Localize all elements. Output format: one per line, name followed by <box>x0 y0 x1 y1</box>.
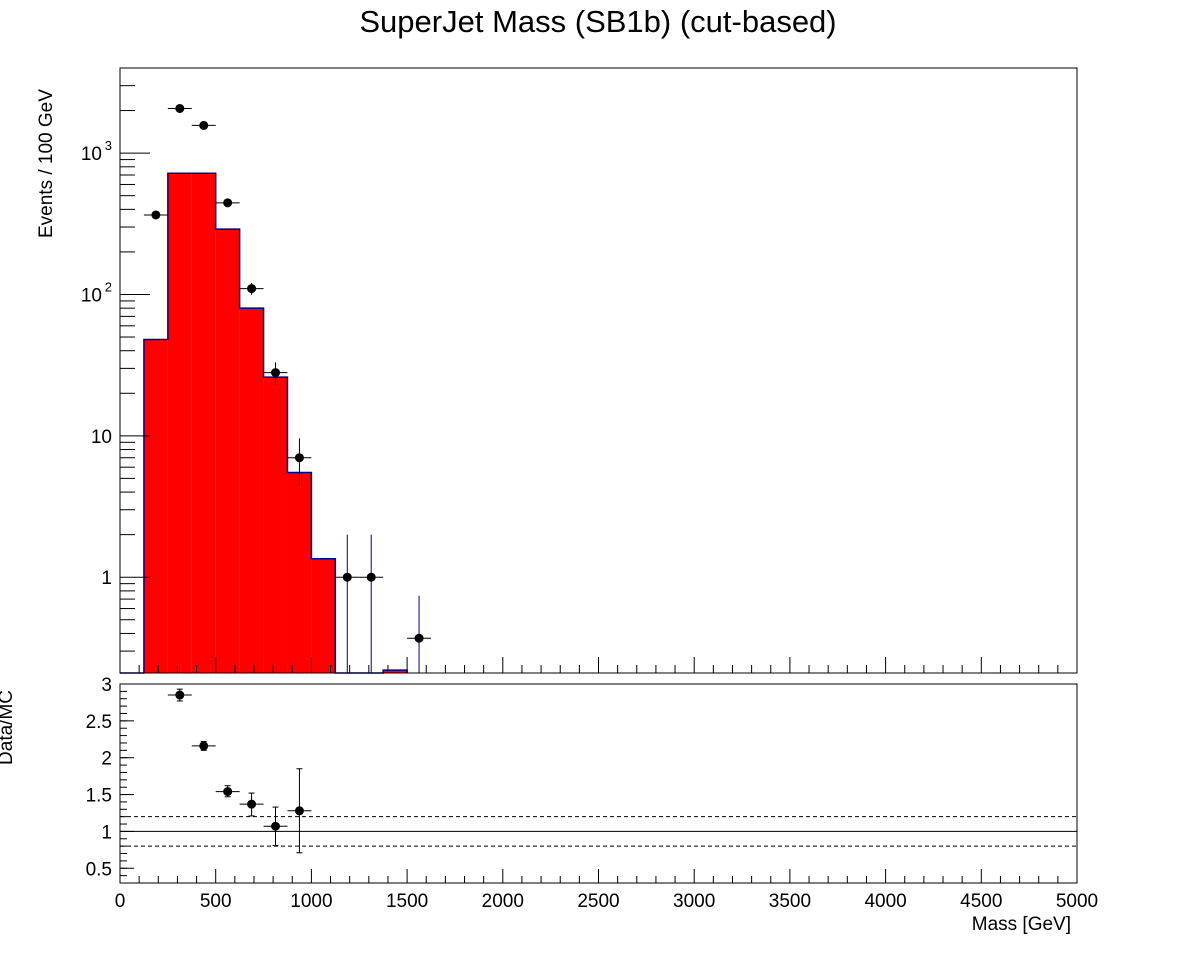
data-point <box>239 283 264 295</box>
ratio-panel: 0.5 1 1.5 2 2.5 3 0 500 1000 1500 2000 2500 3000 3500… <box>0 675 1098 935</box>
data-point-marker <box>199 120 209 130</box>
ratio-point <box>239 792 264 817</box>
ratio-y-tick-label: 2.5 <box>86 712 112 733</box>
data-point <box>359 534 384 673</box>
ratio-y-axis-title: Data/MC <box>0 690 17 765</box>
data-point <box>287 438 312 487</box>
data-point-marker <box>247 284 257 294</box>
histogram-bar <box>383 670 408 673</box>
ratio-point <box>263 806 288 846</box>
data-point <box>407 595 432 673</box>
data-points-layer <box>143 103 432 673</box>
data-point-marker <box>414 633 424 643</box>
data-point <box>143 210 168 220</box>
main-y-axis-title: Events / 100 GeV <box>36 89 57 238</box>
ratio-y-tick-label: 3 <box>101 675 112 696</box>
data-point-marker <box>271 368 281 378</box>
ratio-reference-lines <box>120 816 1077 847</box>
data-point <box>191 120 216 130</box>
ratio-y-tick-label: 1.5 <box>86 786 112 807</box>
histogram-bar <box>191 173 216 674</box>
ratio-axis-ticks: 0.5 1 1.5 2 2.5 3 0 500 1000 1500 2000 2500 3000 3500… <box>86 675 1099 912</box>
ratio-point-marker <box>223 787 233 797</box>
data-point-marker <box>151 210 161 220</box>
y-tick-exponent: 3 <box>105 138 112 153</box>
ratio-point <box>167 688 192 702</box>
histogram-bar <box>263 377 288 673</box>
x-tick-label: 2000 <box>482 891 524 912</box>
ratio-point-marker <box>294 806 304 816</box>
x-tick-label: 3500 <box>769 891 811 912</box>
data-point <box>167 103 192 113</box>
y-tick-label: 10 <box>81 285 102 306</box>
x-axis-title: Mass [GeV] <box>972 914 1071 935</box>
x-tick-label: 1500 <box>386 891 428 912</box>
data-point-marker <box>366 572 376 582</box>
x-tick-label: 0 <box>115 891 126 912</box>
ratio-points-layer <box>167 688 312 854</box>
y-tick-exponent: 2 <box>105 279 112 294</box>
data-point-marker <box>175 103 185 113</box>
ratio-plot-frame <box>119 683 1078 884</box>
data-point-marker <box>223 198 233 208</box>
histogram-bar <box>167 173 192 674</box>
chart-title: SuperJet Mass (SB1b) (cut-based) <box>359 4 836 39</box>
ratio-point-marker <box>199 741 209 751</box>
ratio-point-marker <box>247 799 257 809</box>
y-tick-label: 10 <box>81 144 102 165</box>
histogram-bar <box>287 472 312 673</box>
histogram-bar <box>215 229 240 673</box>
ratio-point-marker <box>175 690 185 700</box>
x-tick-label: 3000 <box>673 891 715 912</box>
ratio-point <box>191 740 216 751</box>
data-point <box>215 198 240 208</box>
x-tick-label: 5000 <box>1056 891 1098 912</box>
main-plot-frame <box>119 67 1078 674</box>
y-tick-label: 1 <box>101 568 112 589</box>
x-tick-label: 4000 <box>864 891 906 912</box>
x-tick-label: 500 <box>200 891 232 912</box>
data-point <box>335 534 360 673</box>
ratio-point-marker <box>271 821 281 831</box>
histogram-bar <box>239 308 264 673</box>
ratio-y-tick-label: 0.5 <box>86 859 112 880</box>
y-tick-label: 10 <box>91 427 112 448</box>
histogram-layer <box>120 172 408 674</box>
histogram-bar <box>143 339 168 673</box>
histogram-bar <box>311 558 336 673</box>
data-point-marker <box>294 453 304 463</box>
data-point-marker <box>342 572 352 582</box>
ratio-point <box>215 785 240 798</box>
data-point <box>263 362 288 385</box>
x-tick-label: 1000 <box>290 891 332 912</box>
x-tick-label: 4500 <box>960 891 1002 912</box>
ratio-y-tick-label: 1 <box>101 822 112 843</box>
x-tick-label: 2500 <box>577 891 619 912</box>
ratio-point <box>287 768 312 854</box>
ratio-y-tick-label: 2 <box>101 749 112 770</box>
